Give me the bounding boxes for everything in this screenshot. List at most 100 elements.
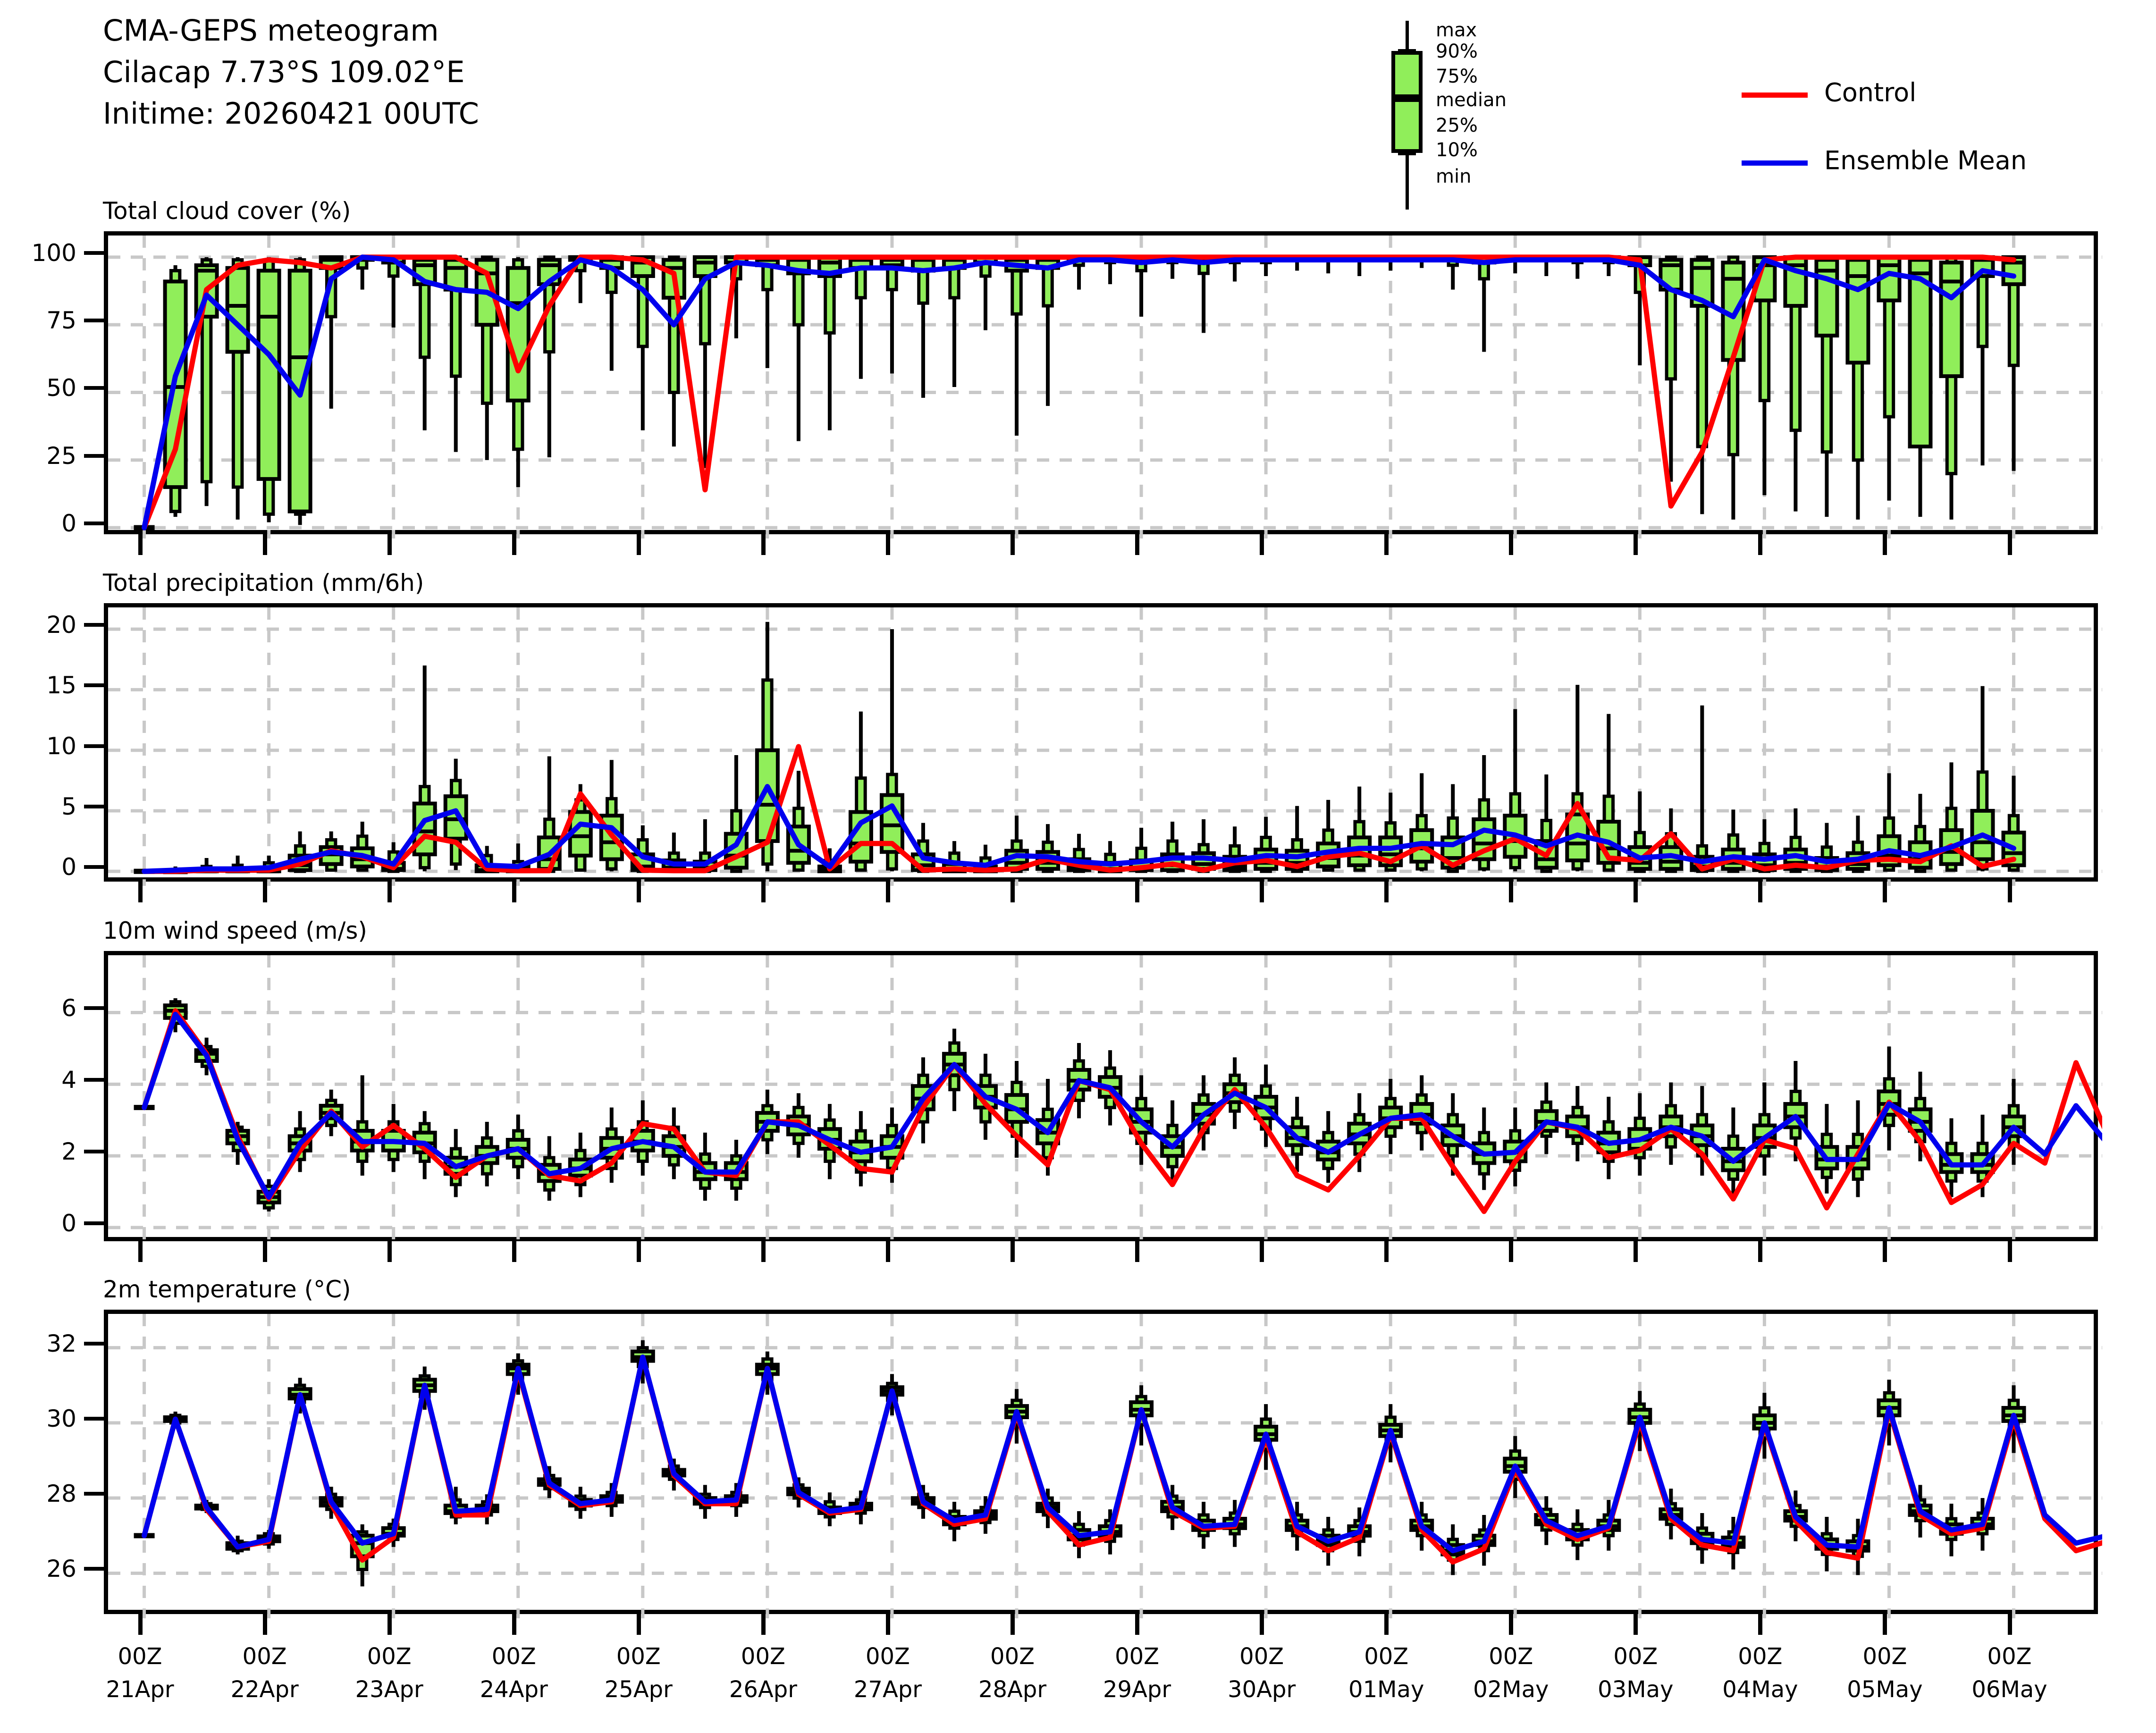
x-tick-mark — [1634, 882, 1638, 902]
x-axis-time-label: 00Z — [1738, 1643, 1783, 1670]
x-tick-mark — [761, 882, 766, 902]
plot-area-panel-2[interactable] — [104, 603, 2102, 886]
x-axis-date-label: 03May — [1598, 1676, 1674, 1703]
legend-label-25: 25% — [1436, 115, 1478, 136]
legend-cap-10 — [1398, 151, 1416, 155]
x-tick-mark — [1260, 1614, 1264, 1635]
panel-title-1: Total cloud cover (%) — [103, 197, 351, 225]
x-axis-time-label: 00Z — [1239, 1643, 1284, 1670]
x-tick-mark — [1634, 1614, 1638, 1635]
x-axis-date-label: 30Apr — [1228, 1676, 1296, 1703]
x-tick-mark — [1634, 534, 1638, 555]
legend-label-min: min — [1436, 166, 1472, 187]
x-tick-mark — [636, 1241, 641, 1262]
panel-title-2: Total precipitation (mm/6h) — [103, 569, 424, 597]
boxplot-schematic-legend: max 90% 75% median 25% 10% min — [1369, 19, 1507, 210]
x-tick-mark — [1011, 534, 1015, 555]
legend-label-median: median — [1436, 89, 1507, 111]
x-tick-mark — [1883, 882, 1887, 902]
plot-area-panel-3[interactable] — [104, 951, 2102, 1245]
x-tick-mark — [761, 534, 766, 555]
x-tick-mark — [1509, 1241, 1514, 1262]
x-tick-mark — [2007, 1614, 2012, 1635]
plot-canvas-panel-2 — [108, 607, 2102, 886]
x-tick-mark — [512, 882, 516, 902]
x-tick-mark — [1011, 1241, 1015, 1262]
x-tick-mark — [2007, 534, 2012, 555]
y-tick-label-panel-4: 26 — [46, 1555, 76, 1583]
x-axis-date-label: 01May — [1348, 1676, 1424, 1703]
y-tick-label-panel-4: 32 — [46, 1329, 76, 1357]
plot-area-panel-1[interactable] — [104, 231, 2102, 538]
plot-canvas-panel-3 — [108, 955, 2102, 1245]
x-tick-mark — [138, 882, 143, 902]
x-tick-mark — [761, 1614, 766, 1635]
x-axis-time-label: 00Z — [616, 1643, 661, 1670]
x-tick-mark — [1883, 1614, 1887, 1635]
y-tick-mark — [84, 804, 104, 808]
y-tick-mark — [84, 1078, 104, 1082]
y-tick-label-panel-1: 0 — [61, 510, 76, 538]
x-tick-mark — [387, 534, 392, 555]
x-axis-time-label: 00Z — [1115, 1643, 1160, 1670]
plot-area-panel-4[interactable] — [104, 1310, 2102, 1618]
x-tick-mark — [2007, 1241, 2012, 1262]
x-tick-mark — [1758, 1614, 1763, 1635]
y-tick-label-panel-4: 30 — [46, 1405, 76, 1432]
x-tick-mark — [761, 1241, 766, 1262]
y-tick-mark — [84, 251, 104, 255]
x-tick-mark — [1260, 1241, 1264, 1262]
y-tick-label-panel-3: 2 — [61, 1138, 76, 1166]
x-tick-mark — [512, 1614, 516, 1635]
panel-title-3: 10m wind speed (m/s) — [103, 917, 367, 944]
x-tick-mark — [1883, 534, 1887, 555]
x-tick-mark — [885, 1241, 890, 1262]
y-tick-mark — [84, 1150, 104, 1154]
x-tick-mark — [1260, 534, 1264, 555]
x-axis-time-label: 00Z — [1489, 1643, 1533, 1670]
legend-label-75: 75% — [1436, 66, 1478, 87]
x-axis-date-label: 22Apr — [230, 1676, 299, 1703]
x-axis-time-label: 00Z — [741, 1643, 785, 1670]
x-axis-time-label: 00Z — [1364, 1643, 1409, 1670]
x-tick-mark — [1011, 1614, 1015, 1635]
x-axis-time-label: 00Z — [1987, 1643, 2032, 1670]
legend-label-90: 90% — [1436, 41, 1478, 62]
y-tick-label-panel-2: 10 — [46, 732, 76, 760]
y-tick-mark — [84, 1492, 104, 1496]
station-location: Cilacap 7.73°S 109.02°E — [103, 55, 465, 89]
x-tick-mark — [1883, 1241, 1887, 1262]
x-axis-date-label: 28Apr — [978, 1676, 1047, 1703]
x-axis-time-label: 00Z — [118, 1643, 162, 1670]
x-tick-mark — [636, 1614, 641, 1635]
x-axis-date-label: 24Apr — [480, 1676, 548, 1703]
legend-cap-90 — [1398, 49, 1416, 53]
legend-box-lower — [1391, 98, 1423, 153]
x-tick-mark — [138, 1614, 143, 1635]
x-tick-mark — [262, 882, 267, 902]
y-tick-label-panel-3: 0 — [61, 1210, 76, 1237]
y-tick-mark — [84, 454, 104, 458]
plot-canvas-panel-1 — [108, 236, 2102, 538]
legend-swatch-control — [1742, 93, 1808, 98]
x-tick-mark — [138, 1241, 143, 1262]
x-axis-date-label: 05May — [1847, 1676, 1923, 1703]
x-axis-time-label: 00Z — [865, 1643, 910, 1670]
x-axis-date-label: 06May — [1971, 1676, 2047, 1703]
legend-label-ensemble-mean: Ensemble Mean — [1824, 145, 2027, 176]
x-axis-time-label: 00Z — [491, 1643, 536, 1670]
y-tick-mark — [84, 683, 104, 688]
x-axis-date-label: 02May — [1473, 1676, 1549, 1703]
x-tick-mark — [387, 1614, 392, 1635]
legend-median-line — [1391, 96, 1423, 101]
x-tick-mark — [1509, 1614, 1514, 1635]
x-tick-mark — [885, 882, 890, 902]
x-tick-mark — [1758, 882, 1763, 902]
x-axis-date-label: 04May — [1722, 1676, 1798, 1703]
y-tick-mark — [84, 386, 104, 390]
y-tick-mark — [84, 319, 104, 323]
x-tick-mark — [636, 882, 641, 902]
legend-label-control: Control — [1824, 77, 1917, 108]
x-tick-mark — [1011, 882, 1015, 902]
x-tick-mark — [1384, 1614, 1389, 1635]
